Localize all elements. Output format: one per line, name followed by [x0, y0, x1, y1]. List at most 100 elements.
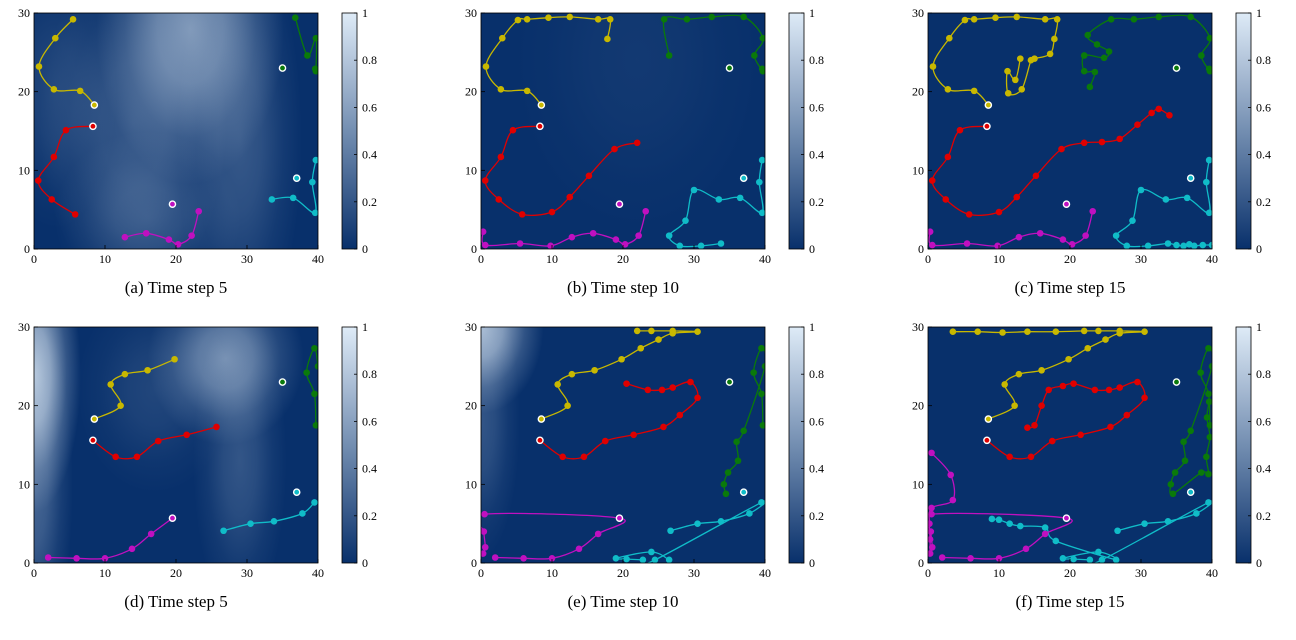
trajectory-point-cyan — [1144, 242, 1152, 249]
trajectory-point-green — [708, 13, 716, 21]
trajectory-point-cyan — [247, 520, 254, 527]
trajectory-point-yellow — [999, 329, 1006, 336]
trajectory-point-green — [1205, 344, 1212, 352]
trajectory-point-red — [495, 196, 503, 203]
x-tick-label: 10 — [993, 566, 1005, 580]
trajectory-point-magenta — [967, 554, 974, 562]
trajectory-point-cyan — [1164, 518, 1172, 525]
colorbar-tick-label: 0 — [1256, 556, 1262, 570]
trajectory-point-green — [1171, 469, 1179, 476]
trajectory-point-yellow — [171, 355, 178, 363]
start-marker-magenta — [615, 514, 624, 522]
x-tick-label: 40 — [312, 252, 324, 266]
trajectory-point-magenta — [928, 228, 934, 235]
trajectory-point-red — [1155, 105, 1163, 113]
trajectory-point-green — [740, 427, 747, 435]
trajectory-point-cyan — [995, 516, 1003, 524]
trajectory-point-green — [1187, 427, 1194, 435]
start-marker-red — [983, 122, 991, 131]
trajectory-point-green — [750, 369, 757, 376]
trajectory-point-magenta — [73, 554, 80, 562]
y-tick-label: 20 — [912, 399, 924, 413]
trajectory-point-green — [311, 344, 318, 352]
heatmap — [481, 13, 765, 249]
y-tick-label: 0 — [918, 242, 924, 256]
trajectory-point-yellow — [76, 87, 84, 95]
trajectory-point-cyan — [682, 217, 689, 224]
y-tick-label: 10 — [912, 163, 924, 177]
trajectory-point-green — [304, 52, 311, 59]
trajectory-point-yellow — [992, 14, 999, 22]
colorbar-tick-label: 1 — [809, 6, 815, 20]
trajectory-point-cyan — [268, 196, 276, 203]
trajectory-point-yellow — [1015, 370, 1023, 378]
trajectory-point-red — [694, 394, 701, 402]
trajectory-point-yellow — [929, 63, 937, 70]
trajectory-point-yellow — [637, 344, 645, 352]
start-marker-red — [89, 122, 97, 131]
trajectory-point-green — [734, 457, 742, 465]
trajectory-point-yellow — [1084, 344, 1092, 352]
trajectory-point-yellow — [566, 13, 574, 21]
start-marker-magenta — [168, 514, 177, 522]
trajectory-point-red — [580, 453, 588, 461]
trajectory-point-magenta — [1089, 207, 1097, 215]
trajectory-point-magenta — [635, 232, 642, 239]
trajectory-point-yellow — [35, 63, 43, 70]
y-tick-label: 20 — [18, 399, 30, 413]
colorbar-tick-label: 0.4 — [362, 462, 377, 476]
trajectory-point-magenta — [928, 520, 933, 527]
y-tick-label: 0 — [918, 556, 924, 570]
trajectory-point-magenta — [575, 545, 583, 553]
trajectory-point-red — [48, 196, 56, 203]
trajectory-point-magenta — [188, 232, 195, 239]
y-tick-label: 0 — [24, 556, 30, 570]
trajectory-line-cyan — [614, 500, 765, 563]
trajectory-line-magenta — [928, 452, 1073, 560]
trajectory-point-red — [944, 153, 952, 161]
trajectory-point-red — [566, 193, 574, 201]
trajectory-point-yellow — [694, 328, 701, 336]
trajectory-point-green — [1105, 48, 1113, 55]
trajectory-point-red — [1027, 453, 1035, 461]
trajectory-point-yellow — [1031, 55, 1038, 62]
heatmap-intensity — [76, 327, 233, 494]
colorbar-tick-label: 0.4 — [809, 462, 824, 476]
panel-5: 0 10 20 30 40 0 10 20 30 0 0.2 0.4 0.6 0.8 1 (e) Time s… — [465, 320, 824, 611]
trajectory-point-cyan — [1205, 209, 1212, 217]
trajectory-point-magenta — [568, 233, 576, 241]
colorbar-tick-label: 0.8 — [809, 53, 824, 67]
y-tick-label: 30 — [912, 6, 924, 20]
trajectory-point-cyan — [665, 556, 673, 563]
trajectory-point-yellow — [949, 328, 957, 336]
trajectory-point-cyan — [1199, 241, 1207, 249]
trajectory-point-red — [623, 380, 630, 387]
trajectory-point-green — [1206, 422, 1212, 429]
trajectory-point-green — [758, 65, 765, 73]
y-tick-label: 0 — [471, 242, 477, 256]
trajectory-point-green — [758, 344, 765, 352]
trajectory-point-magenta — [481, 543, 489, 551]
trajectory-point-magenta — [195, 207, 203, 215]
trajectory-point-red — [71, 211, 79, 218]
colorbar — [788, 12, 805, 250]
trajectory-point-green — [1100, 54, 1108, 62]
trajectory-point-yellow — [1102, 336, 1109, 343]
trajectory-point-green — [720, 481, 728, 488]
trajectory-point-cyan — [1114, 527, 1121, 535]
trajectory-point-magenta — [1015, 233, 1023, 241]
trajectory-point-yellow — [944, 86, 952, 93]
trajectory-point-cyan — [690, 186, 698, 194]
y-tick-label: 30 — [18, 6, 30, 20]
trajectory-point-cyan — [1137, 186, 1145, 194]
trajectory-point-red — [611, 145, 618, 153]
trajectory-point-cyan — [648, 548, 655, 556]
trajectory-point-cyan — [746, 510, 753, 517]
trajectory-point-yellow — [946, 34, 953, 42]
trajectory-point-cyan — [299, 510, 306, 517]
trajectory-point-red — [518, 211, 526, 218]
trajectory-point-green — [303, 369, 310, 376]
trajectory-point-magenta — [142, 229, 150, 237]
trajectory-point-cyan — [1098, 556, 1106, 563]
